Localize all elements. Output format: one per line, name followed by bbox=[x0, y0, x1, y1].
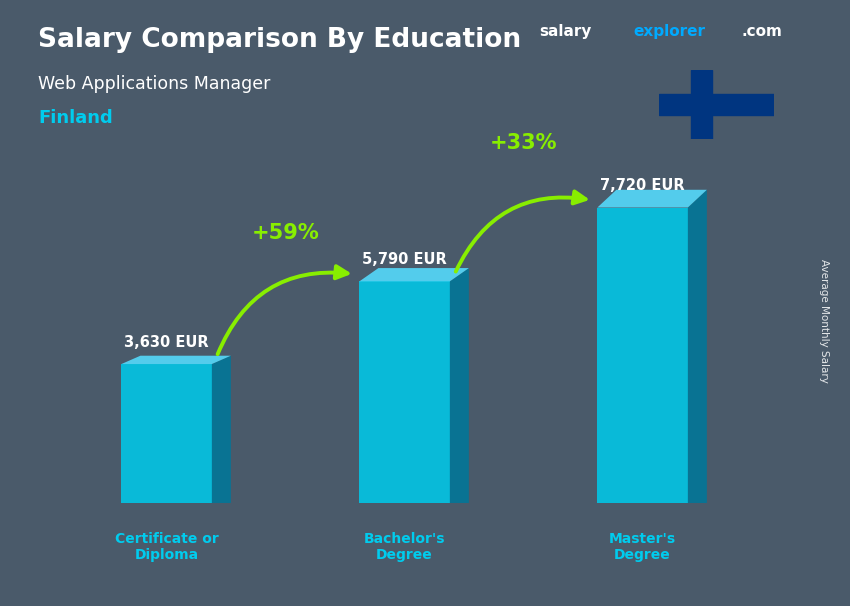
Polygon shape bbox=[122, 364, 212, 503]
Text: Bachelor's
Degree: Bachelor's Degree bbox=[364, 532, 445, 562]
Text: Average Monthly Salary: Average Monthly Salary bbox=[819, 259, 829, 383]
Text: 7,720 EUR: 7,720 EUR bbox=[600, 178, 685, 193]
Text: .com: .com bbox=[741, 24, 782, 39]
Polygon shape bbox=[450, 268, 469, 503]
Text: +59%: +59% bbox=[252, 222, 320, 242]
Bar bbox=[690, 70, 712, 139]
Polygon shape bbox=[598, 190, 707, 207]
Polygon shape bbox=[212, 356, 231, 503]
Polygon shape bbox=[598, 207, 688, 503]
Text: +33%: +33% bbox=[490, 133, 558, 153]
Text: salary: salary bbox=[540, 24, 592, 39]
Text: Finland: Finland bbox=[38, 109, 113, 127]
Text: explorer: explorer bbox=[633, 24, 706, 39]
Text: Certificate or
Diploma: Certificate or Diploma bbox=[115, 532, 218, 562]
Text: Salary Comparison By Education: Salary Comparison By Education bbox=[38, 27, 521, 53]
Text: 3,630 EUR: 3,630 EUR bbox=[124, 335, 209, 350]
Text: Web Applications Manager: Web Applications Manager bbox=[38, 75, 270, 93]
Text: Master's
Degree: Master's Degree bbox=[609, 532, 676, 562]
Polygon shape bbox=[360, 268, 469, 281]
Polygon shape bbox=[688, 190, 707, 503]
Text: 5,790 EUR: 5,790 EUR bbox=[362, 252, 447, 267]
FancyArrowPatch shape bbox=[218, 266, 348, 354]
FancyArrowPatch shape bbox=[456, 191, 586, 271]
Bar bbox=[659, 94, 774, 115]
Polygon shape bbox=[122, 356, 231, 364]
Polygon shape bbox=[360, 281, 450, 503]
